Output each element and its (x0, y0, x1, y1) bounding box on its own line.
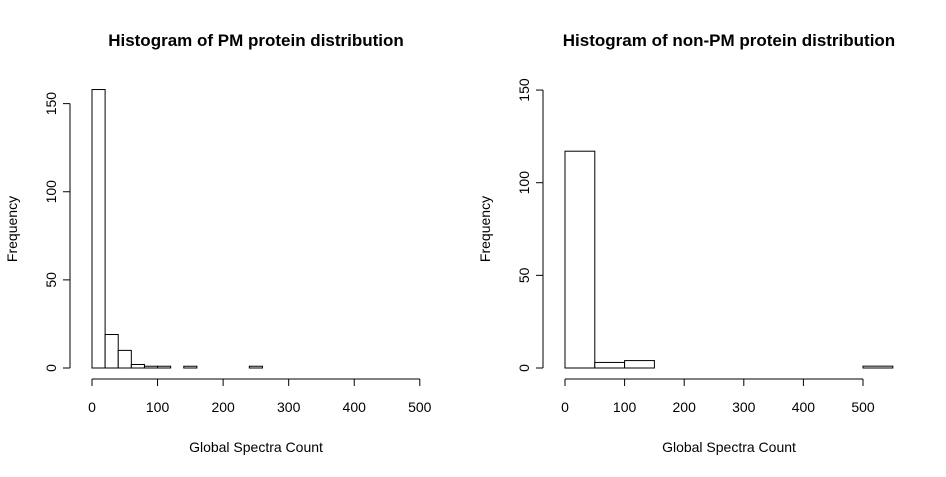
bars (91, 89, 263, 369)
x-tick-label: 0 (88, 399, 96, 415)
histogram-bar (183, 365, 198, 369)
y-tick-label: 100 (43, 180, 59, 204)
x-tick-label: 100 (613, 399, 637, 415)
histogram-bar (624, 360, 655, 369)
x-tick-label: 300 (277, 399, 301, 415)
chart-title: Histogram of non-PM protein distribution (563, 31, 895, 50)
histogram-bar (117, 349, 132, 369)
x-tick-label: 500 (851, 399, 875, 415)
histogram-bar (248, 365, 263, 369)
y-tick-label: 100 (516, 171, 532, 195)
y-tick-label: 50 (516, 267, 532, 283)
x-axis: 0 100 200 300 400 500 (88, 378, 432, 415)
x-tick-label: 400 (343, 399, 367, 415)
x-tick-label: 100 (146, 399, 170, 415)
pm-histogram-panel: Histogram of PM protein distribution Glo… (4, 31, 432, 455)
y-axis-label: Frequency (4, 196, 20, 262)
histogram-bar (564, 150, 596, 369)
x-tick-label: 0 (561, 399, 569, 415)
x-tick-label: 500 (408, 399, 432, 415)
y-tick-label: 0 (516, 364, 532, 372)
x-tick-label: 200 (673, 399, 697, 415)
y-tick-label: 0 (43, 364, 59, 372)
x-tick-label: 200 (211, 399, 235, 415)
y-tick-label: 150 (43, 92, 59, 116)
y-axis-label: Frequency (477, 196, 493, 262)
histogram-bar (104, 334, 119, 369)
chart-title: Histogram of PM protein distribution (108, 31, 404, 50)
y-tick-label: 150 (516, 78, 532, 102)
histogram-bar (594, 361, 626, 369)
histogram-bar (130, 363, 145, 369)
histogram-bar (91, 89, 106, 369)
histogram-bar (143, 365, 159, 369)
histogram-bar (157, 365, 172, 369)
histogram-bar (862, 365, 894, 369)
y-tick-label: 50 (43, 272, 59, 288)
x-axis: 0 100 200 300 400 500 (561, 378, 875, 415)
non-pm-histogram-panel: Histogram of non-PM protein distribution… (477, 31, 895, 455)
x-tick-label: 300 (732, 399, 756, 415)
y-axis: 0 50 100 150 (43, 92, 71, 372)
x-tick-label: 400 (792, 399, 816, 415)
bars (564, 150, 894, 369)
x-axis-label: Global Spectra Count (662, 439, 796, 455)
y-axis: 0 50 100 150 (516, 78, 544, 372)
x-axis-label: Global Spectra Count (189, 439, 323, 455)
